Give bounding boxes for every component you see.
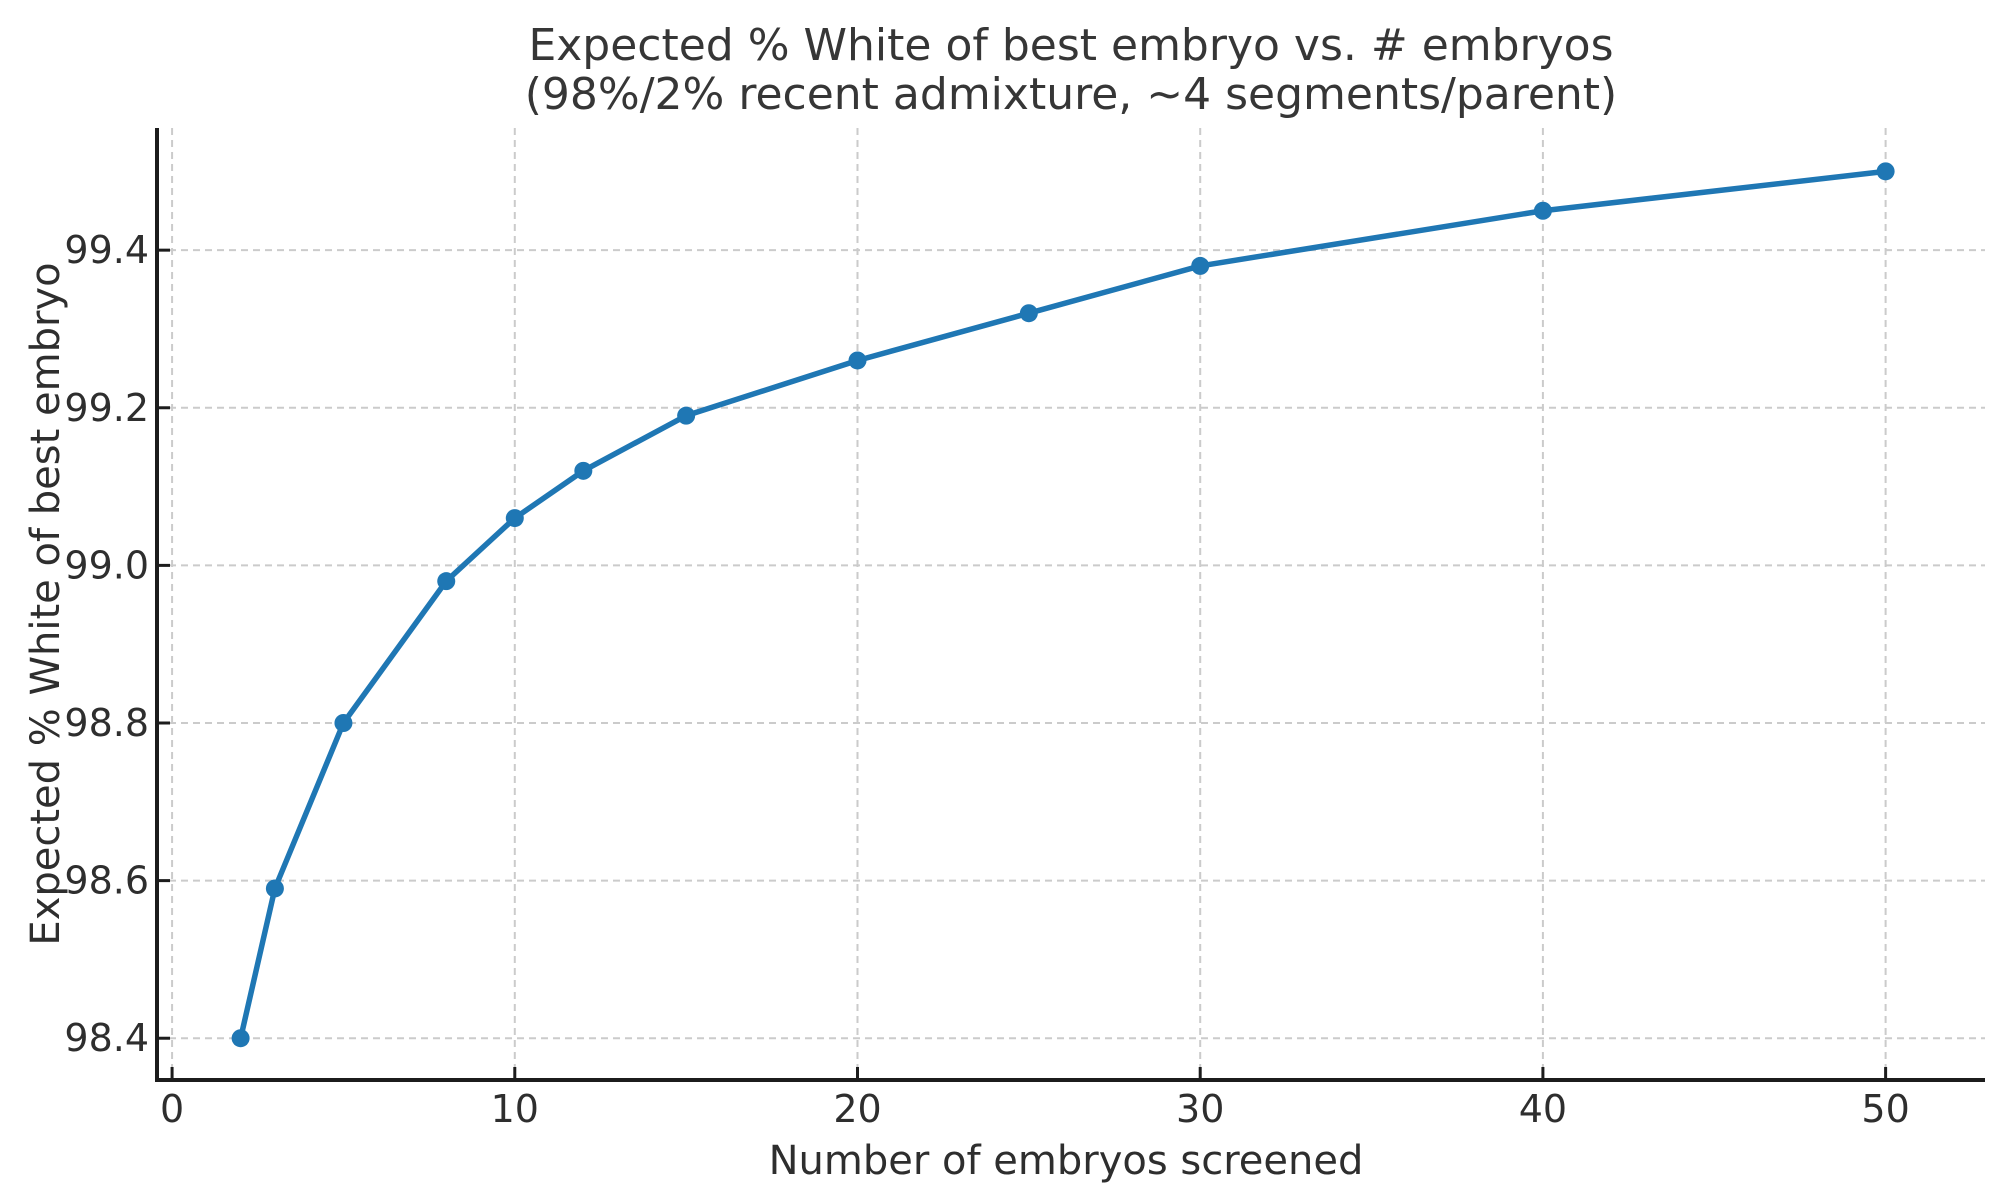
x-tick-label: 30 <box>1176 1087 1224 1131</box>
y-tick-label: 98.8 <box>64 701 149 745</box>
data-point <box>1019 304 1038 323</box>
data-point <box>1876 162 1895 181</box>
data-point <box>1191 256 1210 275</box>
data-point <box>1533 201 1552 220</box>
data-point <box>574 461 593 480</box>
x-tick-label: 40 <box>1519 1087 1567 1131</box>
x-axis-label: Number of embryos screened <box>768 1138 1364 1184</box>
y-tick-label: 98.6 <box>64 859 149 903</box>
data-line <box>237 168 1889 1041</box>
data-point <box>231 1029 250 1048</box>
chart-title-line1: Expected % White of best embryo vs. # em… <box>528 20 1614 71</box>
y-tick-label: 99.2 <box>64 386 149 430</box>
data-point <box>334 714 353 732</box>
data-point <box>437 572 456 591</box>
data-point <box>265 879 284 898</box>
y-tick-label: 99.0 <box>64 543 149 587</box>
y-tick-label: 99.4 <box>64 228 149 272</box>
x-tick-label: 0 <box>160 1087 184 1131</box>
chart-title-line2: (98%/2% recent admixture, ~4 segments/pa… <box>524 69 1618 121</box>
data-point <box>505 509 524 528</box>
y-tick-label: 98.4 <box>64 1016 149 1060</box>
data-point <box>848 351 867 370</box>
x-tick-label: 50 <box>1861 1087 1909 1131</box>
chart-title: Expected % White of best embryo vs. # em… <box>371 21 1771 120</box>
data-point <box>677 406 696 425</box>
x-tick-label: 20 <box>833 1087 881 1131</box>
x-tick-label: 10 <box>491 1087 539 1131</box>
